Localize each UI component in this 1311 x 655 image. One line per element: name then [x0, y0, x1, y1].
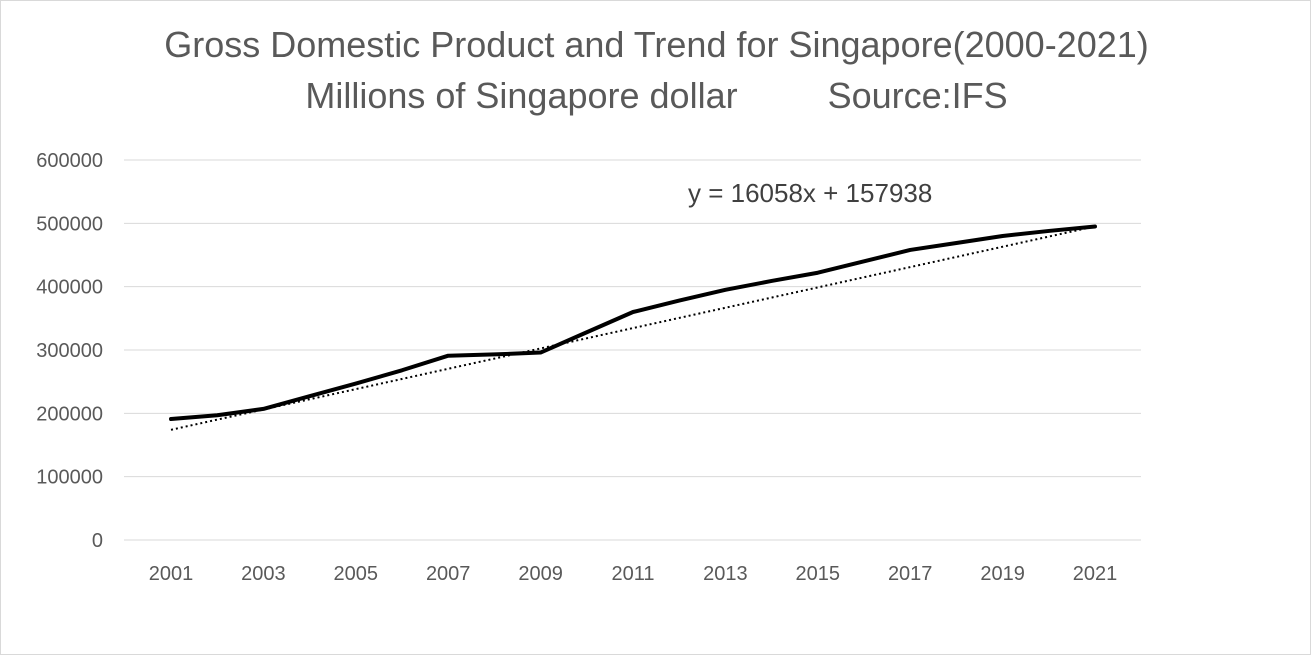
- x-tick-label: 2015: [796, 563, 841, 585]
- chart-title: Gross Domestic Product and Trend for Sin…: [164, 24, 1149, 65]
- x-tick-label: 2005: [334, 563, 379, 585]
- x-tick-label: 2001: [149, 563, 194, 585]
- gridlines: [124, 159, 1141, 541]
- y-axis-ticks: 0 100000 200000 300000 400000 500000 600000: [36, 150, 103, 552]
- y-tick-label: 600000: [36, 150, 103, 172]
- x-axis-ticks: 2001 2003 2005 2007 2009 2011 2013 2015 2017 2019…: [149, 563, 1118, 585]
- chart-subtitle-source: Source:IFS: [827, 75, 1008, 116]
- chart-subtitle: Millions of Singapore dollar Source:IFS: [1, 78, 1311, 114]
- y-tick-label: 400000: [36, 277, 103, 299]
- series-group: [169, 224, 1097, 431]
- x-tick-label: 2003: [241, 563, 286, 585]
- x-tick-label: 2017: [888, 563, 933, 585]
- y-tick-label: 0: [92, 530, 103, 552]
- trendline-equation: y = 16058x + 157938: [688, 178, 932, 208]
- x-tick-label: 2009: [518, 563, 563, 585]
- trendline: [170, 225, 1096, 431]
- y-tick-label: 500000: [36, 213, 103, 235]
- x-tick-label: 2021: [1073, 563, 1118, 585]
- y-tick-label: 100000: [36, 467, 103, 489]
- y-tick-label: 200000: [36, 403, 103, 425]
- x-tick-label: 2011: [611, 563, 654, 585]
- x-tick-label: 2013: [703, 563, 748, 585]
- chart-subtitle-units: Millions of Singapore dollar: [305, 75, 738, 116]
- y-tick-label: 300000: [36, 340, 103, 362]
- x-tick-label: 2019: [980, 563, 1025, 585]
- series-line: [169, 224, 1097, 422]
- x-tick-label: 2007: [426, 563, 471, 585]
